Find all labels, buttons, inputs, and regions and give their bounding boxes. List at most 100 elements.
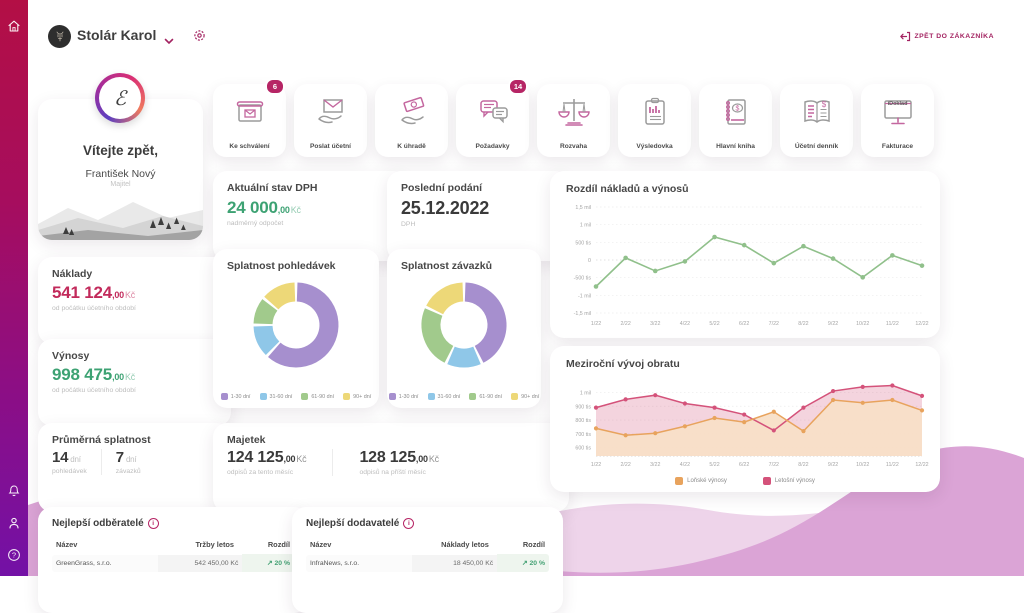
svg-text:3/22: 3/22 xyxy=(650,462,660,468)
card-title: Výnosy xyxy=(52,350,90,362)
receivables-due-chart-card: Splatnost pohledávek 1-30 dní 31-60 dní 61… xyxy=(213,249,379,408)
chart-legend: 1-30 dní 31-60 dní 61-90 dní 90+ dní xyxy=(213,393,379,400)
company-selector[interactable]: Stolár Karol xyxy=(77,27,157,43)
sidebar: ? xyxy=(0,0,28,576)
svg-text:5/22: 5/22 xyxy=(709,462,719,468)
legend-item: 31-60 dní xyxy=(427,393,460,400)
legend-item: 1-30 dní xyxy=(388,393,419,400)
svg-text:10/22: 10/22 xyxy=(856,462,869,468)
back-to-customer-button[interactable]: ZPĚT DO ZÁKAZNÍKA xyxy=(899,31,995,42)
table-title: Nejlepší odběratelé xyxy=(52,518,144,529)
costs-note: od počátku účetního období xyxy=(52,305,136,312)
svg-text:1 mil: 1 mil xyxy=(580,223,591,229)
costs-card: Náklady 541 124,00Kč od počátku účetního… xyxy=(38,257,231,344)
mountain-illustration xyxy=(38,202,203,240)
legend-item: 31-60 dní xyxy=(259,393,292,400)
quick-action-monitor[interactable]: iDoklad Fakturace xyxy=(861,84,934,157)
assets-next-month: 128 125,00Kč odpisů na příští měsíc xyxy=(332,449,452,476)
quick-action-mailbox[interactable]: 6 Ke schválení xyxy=(213,78,286,157)
svg-text:6/22: 6/22 xyxy=(739,321,749,327)
quick-action-ledger[interactable]: $ Hlavní kniha xyxy=(699,84,772,157)
legend-item: 90+ dní xyxy=(511,393,539,400)
card-title: Majetek xyxy=(227,434,266,446)
quick-action-envelope-hand[interactable]: Poslat účetní xyxy=(294,84,367,157)
clipboard-chart-icon xyxy=(636,93,674,131)
table-row[interactable]: GreenGrass, s.r.o. 542 450,00 Kč ↗ 20 % xyxy=(52,554,294,572)
quick-action-money-hand[interactable]: K úhradě xyxy=(375,84,448,157)
average-due-card: Průměrná splatnost 14 dní pohledávek 7 dní… xyxy=(38,423,231,512)
svg-text:9/22: 9/22 xyxy=(828,462,838,468)
home-icon[interactable] xyxy=(7,19,21,33)
svg-text:7/22: 7/22 xyxy=(769,321,779,327)
company-avatar[interactable] xyxy=(48,25,71,48)
chat-icon xyxy=(474,93,512,131)
legend-item: 90+ dní xyxy=(343,393,371,400)
quick-action-clipboard-chart[interactable]: Výsledovka xyxy=(618,84,691,157)
quick-action-scales[interactable]: Rozvaha xyxy=(537,84,610,157)
assets-this-month: 124 125,00Kč odpisů za tento měsíc xyxy=(227,449,307,476)
dph-status-card: Aktuální stav DPH 24 000,00Kč nadměrný o… xyxy=(213,171,407,261)
profile-icon[interactable] xyxy=(7,516,21,530)
legend-item: 1-30 dní xyxy=(220,393,251,400)
card-title: Aktuální stav DPH xyxy=(227,182,318,194)
svg-text:6/22: 6/22 xyxy=(739,462,749,468)
quick-action-label: Fakturace xyxy=(881,143,914,150)
svg-text:5/22: 5/22 xyxy=(709,321,719,327)
svg-text:1/22: 1/22 xyxy=(591,462,601,468)
chart-title: Meziroční vývoj obratu xyxy=(566,358,680,370)
area-chart: 1 mil 900 tis 800 tis 700 tis 600 tis 1/22 2/2… xyxy=(575,383,929,468)
legend-item: Letošní výnosy xyxy=(762,477,815,485)
legend-item: Loňské výnosy xyxy=(675,477,727,485)
svg-text:?: ? xyxy=(12,551,16,560)
badge-count: 14 xyxy=(508,78,528,95)
quick-action-journal[interactable]: $ Účetní denník xyxy=(780,84,853,157)
table-header-row: Název Náklady letos Rozdíl xyxy=(310,540,546,549)
notifications-bell-icon[interactable] xyxy=(7,484,21,498)
revenue-note: od počátku účetního období xyxy=(52,387,136,394)
help-icon[interactable]: ? xyxy=(7,548,21,562)
svg-text:-1,5 mil: -1,5 mil xyxy=(574,311,591,317)
svg-text:2/22: 2/22 xyxy=(620,462,630,468)
chart-legend: 1-30 dní 31-60 dní 61-90 dní 90+ dní xyxy=(387,393,541,400)
last-filing-note: DPH xyxy=(401,221,416,228)
svg-text:1/22: 1/22 xyxy=(591,321,601,327)
trend-up-icon: ↗ xyxy=(266,560,273,567)
top-suppliers-card: Nejlepší dodavatelé i Název Náklady letos… xyxy=(292,507,563,613)
quick-action-label: Poslat účetní xyxy=(309,143,352,150)
company-logo: ℰ xyxy=(95,73,145,123)
svg-text:$: $ xyxy=(735,106,739,113)
company-logo-letter: ℰ xyxy=(99,77,141,119)
welcome-user-name: František Nový xyxy=(85,168,156,180)
table-row[interactable]: InfraNews, s.r.o. 18 450,00 Kč ↗ 20 % xyxy=(306,554,549,572)
mailbox-icon xyxy=(231,93,269,131)
turnover-trend-chart-card: Meziroční vývoj obratu 1 mil 900 tis 800 t… xyxy=(550,346,940,492)
chart-title: Splatnost závazků xyxy=(401,260,493,272)
svg-text:11/22: 11/22 xyxy=(886,462,899,468)
quick-action-chat[interactable]: 14 Požadavky xyxy=(456,78,529,157)
chart-legend: Loňské výnosy Letošní výnosy xyxy=(550,477,940,485)
svg-text:9/22: 9/22 xyxy=(828,321,838,327)
card-title: Poslední podání xyxy=(401,182,483,194)
table-header-row: Název Tržby letos Rozdíl xyxy=(56,540,291,549)
svg-text:1,5 mil: 1,5 mil xyxy=(575,205,591,211)
top-suppliers-table: Název Náklady letos Rozdíl InfraNews, s.r.o… xyxy=(306,537,549,572)
svg-text:500 tis: 500 tis xyxy=(575,240,591,246)
money-hand-icon xyxy=(393,93,431,131)
svg-text:1 mil: 1 mil xyxy=(580,390,591,396)
quick-action-label: Ke schválení xyxy=(229,143,270,150)
settings-icon[interactable] xyxy=(193,29,206,47)
quick-action-label: Požadavky xyxy=(475,143,510,150)
svg-text:600 tis: 600 tis xyxy=(575,446,591,452)
chart-title: Rozdíl nákladů a výnosů xyxy=(566,183,689,195)
info-icon[interactable]: i xyxy=(403,518,415,529)
costs-amount: 541 124,00Kč xyxy=(52,283,136,302)
receivables-donut-chart xyxy=(253,282,339,368)
chevron-down-icon[interactable] xyxy=(164,32,174,50)
payables-donut-chart xyxy=(421,282,507,368)
info-icon[interactable]: i xyxy=(147,518,159,529)
main-content: Stolár Karol ZPĚT DO ZÁKAZNÍKA ℰ Vítejte… xyxy=(28,0,1024,613)
svg-text:-500 tis: -500 tis xyxy=(574,276,592,282)
svg-text:10/22: 10/22 xyxy=(856,321,869,327)
svg-text:12/22: 12/22 xyxy=(915,321,928,327)
quick-action-label: Účetní denník xyxy=(794,143,839,150)
